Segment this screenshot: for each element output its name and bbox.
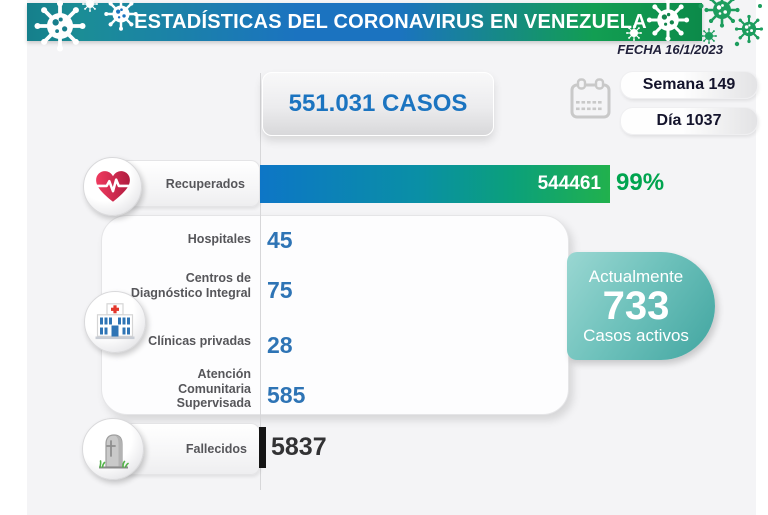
facility-value: 75 <box>267 277 293 303</box>
active-cases-caption: Casos activos <box>583 326 689 345</box>
total-cases-value: 551.031 CASOS <box>288 90 468 117</box>
facility-value: 585 <box>267 382 306 408</box>
day-label: Día 1037 <box>656 112 722 129</box>
active-cases-box: Actualmente 733 Casos activos <box>567 252 715 360</box>
page-title: ESTADÍSTICAS DEL CORONAVIRUS EN VENEZUEL… <box>134 11 647 33</box>
recovered-value: 544461 <box>537 173 601 194</box>
deceased-badge <box>82 418 144 480</box>
heart-pulse-icon <box>95 170 130 202</box>
week-badge: Semana 149 <box>620 71 758 99</box>
day-badge: Día 1037 <box>620 107 758 135</box>
tombstone-icon <box>99 434 129 469</box>
recovered-label: Recuperados <box>165 176 245 191</box>
deceased-bar <box>259 427 266 468</box>
active-cases-value: 733 <box>602 284 670 328</box>
deceased-label: Fallecidos <box>185 442 247 456</box>
calendar-icon <box>570 78 611 119</box>
recovered-badge <box>83 157 142 216</box>
divider-line <box>260 73 261 490</box>
facility-label: Atención Comunitaria Supervisada <box>176 367 251 410</box>
report-date: FECHA 16/1/2023 <box>617 42 723 57</box>
deceased-value: 5837 <box>271 433 327 461</box>
week-label: Semana 149 <box>642 76 736 93</box>
facilities-badge <box>84 291 146 353</box>
recovered-percent: 99% <box>616 169 665 196</box>
header-bar <box>27 3 702 41</box>
facility-label: Centros de Diagnóstico Integral <box>130 271 251 300</box>
active-cases-caption: Actualmente <box>588 267 684 286</box>
facilities-panel: Hospitales 45 Centros de Diagnóstico Int… <box>101 215 569 415</box>
hospital-icon <box>95 303 135 340</box>
facility-label: Clínicas privadas <box>148 334 251 348</box>
recovered-bar: 544461 <box>260 165 610 203</box>
total-cases-box: 551.031 CASOS <box>262 72 494 136</box>
facility-label: Hospitales <box>187 232 251 246</box>
facility-value: 28 <box>267 332 293 358</box>
facility-value: 45 <box>267 227 293 253</box>
